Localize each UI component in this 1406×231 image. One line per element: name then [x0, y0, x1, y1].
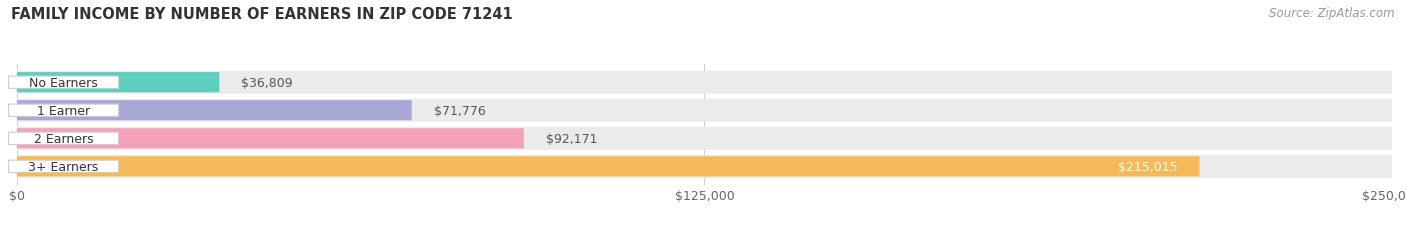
FancyBboxPatch shape: [17, 101, 412, 121]
FancyBboxPatch shape: [17, 71, 1392, 94]
Text: FAMILY INCOME BY NUMBER OF EARNERS IN ZIP CODE 71241: FAMILY INCOME BY NUMBER OF EARNERS IN ZI…: [11, 7, 513, 22]
FancyBboxPatch shape: [17, 155, 1392, 178]
FancyBboxPatch shape: [17, 73, 219, 93]
FancyBboxPatch shape: [8, 133, 118, 145]
FancyBboxPatch shape: [17, 99, 1392, 122]
FancyBboxPatch shape: [8, 77, 118, 89]
FancyBboxPatch shape: [17, 129, 524, 149]
Text: 2 Earners: 2 Earners: [34, 132, 93, 145]
Text: 3+ Earners: 3+ Earners: [28, 160, 98, 173]
Text: $215,015: $215,015: [1118, 160, 1177, 173]
FancyBboxPatch shape: [8, 161, 118, 173]
Text: $36,809: $36,809: [242, 76, 292, 89]
Text: $71,776: $71,776: [433, 104, 485, 117]
FancyBboxPatch shape: [8, 105, 118, 117]
Text: No Earners: No Earners: [30, 76, 98, 89]
Text: 1 Earner: 1 Earner: [37, 104, 90, 117]
FancyBboxPatch shape: [17, 157, 1199, 177]
Text: $92,171: $92,171: [546, 132, 598, 145]
FancyBboxPatch shape: [17, 127, 1392, 150]
Text: Source: ZipAtlas.com: Source: ZipAtlas.com: [1270, 7, 1395, 20]
